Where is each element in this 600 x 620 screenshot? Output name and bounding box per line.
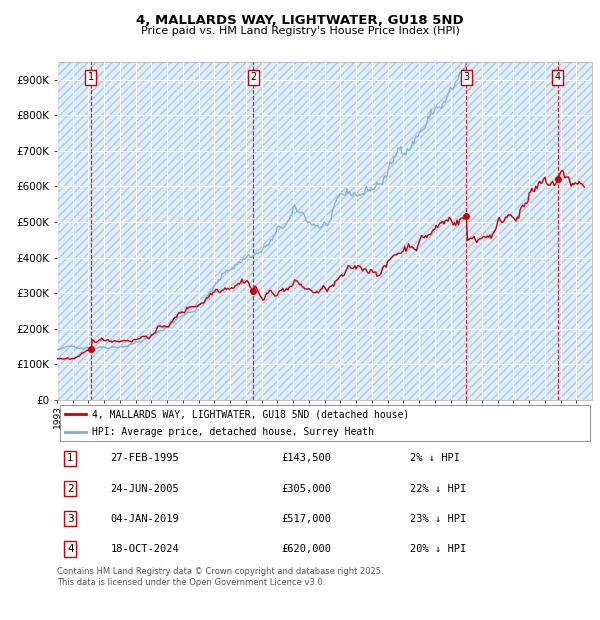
Text: £305,000: £305,000 bbox=[282, 484, 332, 494]
Text: 1: 1 bbox=[88, 72, 94, 82]
Text: £620,000: £620,000 bbox=[282, 544, 332, 554]
Text: 4, MALLARDS WAY, LIGHTWATER, GU18 5ND: 4, MALLARDS WAY, LIGHTWATER, GU18 5ND bbox=[136, 14, 464, 27]
Text: 18-OCT-2024: 18-OCT-2024 bbox=[110, 544, 179, 554]
Text: 23% ↓ HPI: 23% ↓ HPI bbox=[410, 514, 466, 524]
Text: 4: 4 bbox=[554, 72, 560, 82]
Text: 04-JAN-2019: 04-JAN-2019 bbox=[110, 514, 179, 524]
Text: 2% ↓ HPI: 2% ↓ HPI bbox=[410, 453, 460, 463]
Text: 2: 2 bbox=[250, 72, 257, 82]
Text: 24-JUN-2005: 24-JUN-2005 bbox=[110, 484, 179, 494]
Text: 1: 1 bbox=[67, 453, 74, 463]
Text: 2: 2 bbox=[67, 484, 74, 494]
Text: Contains HM Land Registry data © Crown copyright and database right 2025.
This d: Contains HM Land Registry data © Crown c… bbox=[57, 567, 383, 587]
Text: £517,000: £517,000 bbox=[282, 514, 332, 524]
Text: 22% ↓ HPI: 22% ↓ HPI bbox=[410, 484, 466, 494]
Text: 3: 3 bbox=[67, 514, 74, 524]
Text: 20% ↓ HPI: 20% ↓ HPI bbox=[410, 544, 466, 554]
Text: 27-FEB-1995: 27-FEB-1995 bbox=[110, 453, 179, 463]
Text: £143,500: £143,500 bbox=[282, 453, 332, 463]
Text: 3: 3 bbox=[463, 72, 469, 82]
Text: 4: 4 bbox=[67, 544, 74, 554]
Text: 4, MALLARDS WAY, LIGHTWATER, GU18 5ND (detached house): 4, MALLARDS WAY, LIGHTWATER, GU18 5ND (d… bbox=[92, 409, 409, 419]
Text: Price paid vs. HM Land Registry's House Price Index (HPI): Price paid vs. HM Land Registry's House … bbox=[140, 26, 460, 36]
Text: HPI: Average price, detached house, Surrey Heath: HPI: Average price, detached house, Surr… bbox=[92, 427, 374, 437]
